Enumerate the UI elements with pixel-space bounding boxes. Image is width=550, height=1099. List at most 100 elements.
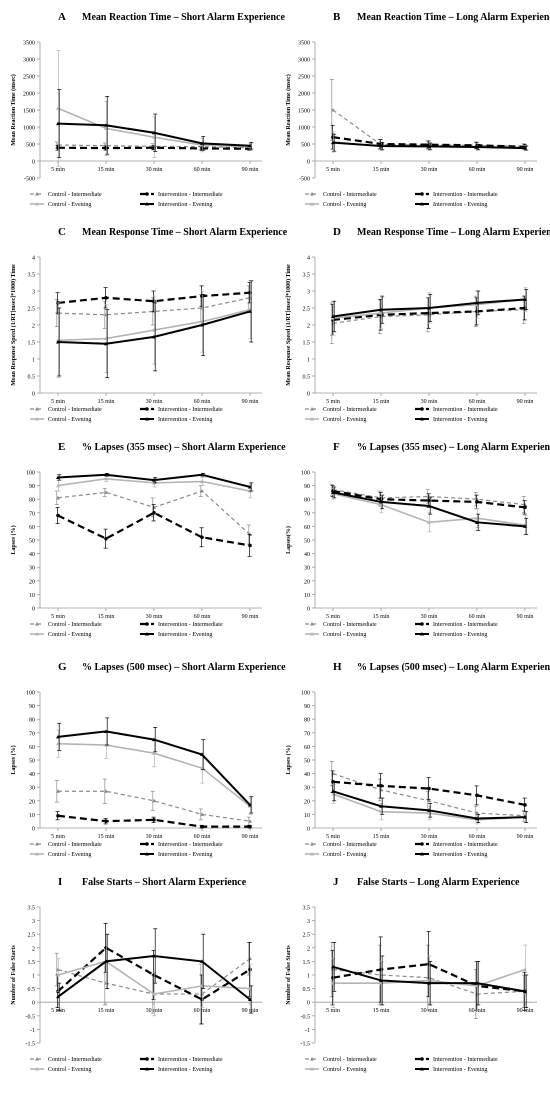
legend-marker	[35, 622, 39, 626]
chart-panel-g: G % Lapses (500 msec) – Short Alarm Exper…	[10, 661, 286, 858]
legend-item: Intervention - Intermediate	[415, 842, 498, 848]
legend-label: Control - Evening	[323, 417, 366, 423]
legend-marker	[310, 852, 314, 856]
data-point	[475, 300, 479, 305]
legend-marker	[145, 417, 149, 421]
y-tick-label: 1.5	[303, 341, 311, 347]
x-tick-label: 15 min	[373, 167, 390, 173]
y-tick-label: 0.5	[28, 987, 36, 993]
legend-item: Control - Intermediate	[30, 622, 102, 628]
x-tick-label: 30 min	[146, 614, 163, 620]
panel-letter: J	[333, 876, 339, 888]
legend-item: Intervention - Intermediate	[415, 622, 498, 628]
y-tick-label: -1	[30, 1028, 35, 1034]
y-tick-label: 80	[304, 718, 310, 724]
y-tick-label: 80	[304, 498, 310, 504]
y-tick-label: 70	[304, 511, 310, 517]
legend-label: Control - Intermediate	[48, 842, 102, 848]
legend-item: Intervention - Intermediate	[140, 192, 223, 198]
legend-marker	[420, 407, 424, 411]
data-point	[152, 953, 156, 958]
x-tick-label: 90 min	[242, 614, 259, 620]
series-line	[57, 730, 251, 806]
data-point	[104, 536, 108, 541]
y-tick-label: 1.5	[28, 341, 36, 347]
chart-panel-f: F % Lapses (355 msec) – Long Alarm Experi…	[285, 441, 550, 638]
y-axis-label: Lapses (%)	[10, 525, 17, 554]
y-tick-label: 20	[304, 799, 310, 805]
y-axis-label: Mean Response Speed (1/RT[msec]*1000) Ti…	[285, 264, 292, 386]
legend-item: Control - Intermediate	[305, 192, 377, 198]
data-point	[475, 145, 479, 149]
legend-item: Control - Evening	[305, 1067, 366, 1073]
legend-marker	[145, 407, 149, 411]
x-tick-label: 5 min	[51, 1008, 65, 1014]
data-point	[475, 816, 479, 820]
legend-item: Control - Intermediate	[305, 407, 377, 413]
legend-label: Control - Evening	[48, 852, 91, 858]
data-point	[56, 513, 60, 518]
legend-marker	[420, 417, 424, 421]
x-tick-label: 90 min	[517, 399, 534, 405]
series-ii	[55, 811, 252, 829]
x-tick-label: 5 min	[51, 399, 65, 405]
x-tick-label: 30 min	[146, 399, 163, 405]
series-ce	[56, 50, 253, 167]
legend-item: Intervention - Intermediate	[140, 842, 223, 848]
legend-marker	[145, 622, 149, 626]
data-point	[104, 819, 108, 823]
legend-label: Intervention - Intermediate	[433, 192, 498, 198]
series-ie	[56, 280, 254, 379]
data-point	[248, 309, 252, 313]
legend-label: Intervention - Evening	[433, 632, 487, 638]
data-point	[475, 520, 479, 524]
series-line	[332, 306, 526, 321]
legend-label: Intervention - Evening	[433, 202, 487, 208]
y-tick-label: 2.5	[28, 307, 36, 313]
x-tick-label: 5 min	[326, 1008, 340, 1014]
y-tick-label: -0.5	[301, 1014, 311, 1020]
legend-item: Intervention - Intermediate	[415, 407, 498, 413]
legend-item: Control - Evening	[30, 632, 91, 638]
chart-title: % Lapses (500 msec) – Short Alarm Experi…	[82, 662, 286, 673]
series-ie	[331, 486, 529, 535]
data-point	[475, 811, 479, 815]
legend-marker	[145, 202, 149, 206]
series-ie	[56, 928, 254, 1014]
panel-letter: B	[333, 11, 341, 23]
y-tick-label: 0	[32, 392, 35, 398]
data-point	[331, 490, 335, 494]
chart-title: False Starts – Short Alarm Experience	[82, 877, 247, 888]
x-tick-label: 30 min	[421, 614, 438, 620]
y-tick-label: 10	[29, 813, 35, 819]
data-point	[248, 997, 252, 1001]
legend-marker	[310, 192, 314, 196]
data-point	[200, 752, 204, 757]
x-tick-label: 30 min	[421, 1008, 438, 1014]
data-point	[152, 478, 156, 482]
data-point	[331, 964, 335, 969]
panel-letter: F	[333, 441, 340, 453]
legend-item: Intervention - Intermediate	[415, 1057, 498, 1063]
y-tick-label: 3	[307, 290, 310, 296]
y-axis-label: Number of False Starts	[286, 945, 292, 1005]
legend-item: Control - Intermediate	[305, 622, 377, 628]
data-point	[523, 524, 527, 528]
series-line	[57, 511, 251, 547]
legend-marker	[420, 842, 424, 846]
legend-item: Control - Evening	[30, 1067, 91, 1073]
legend-item: Intervention - Intermediate	[415, 192, 498, 198]
y-tick-label: 2	[32, 946, 35, 952]
data-point	[104, 476, 108, 481]
data-point	[104, 490, 108, 494]
data-point	[152, 130, 156, 135]
data-point	[523, 967, 527, 972]
legend-item: Intervention - Evening	[140, 632, 212, 638]
data-point	[427, 504, 431, 508]
legend-item: Intervention - Evening	[415, 632, 487, 638]
data-point	[331, 789, 335, 793]
data-point	[379, 787, 383, 792]
series-line	[57, 814, 250, 828]
legend-marker	[145, 632, 149, 636]
chart-title: % Lapses (355 msec) – Short Alarm Experi…	[82, 442, 286, 453]
